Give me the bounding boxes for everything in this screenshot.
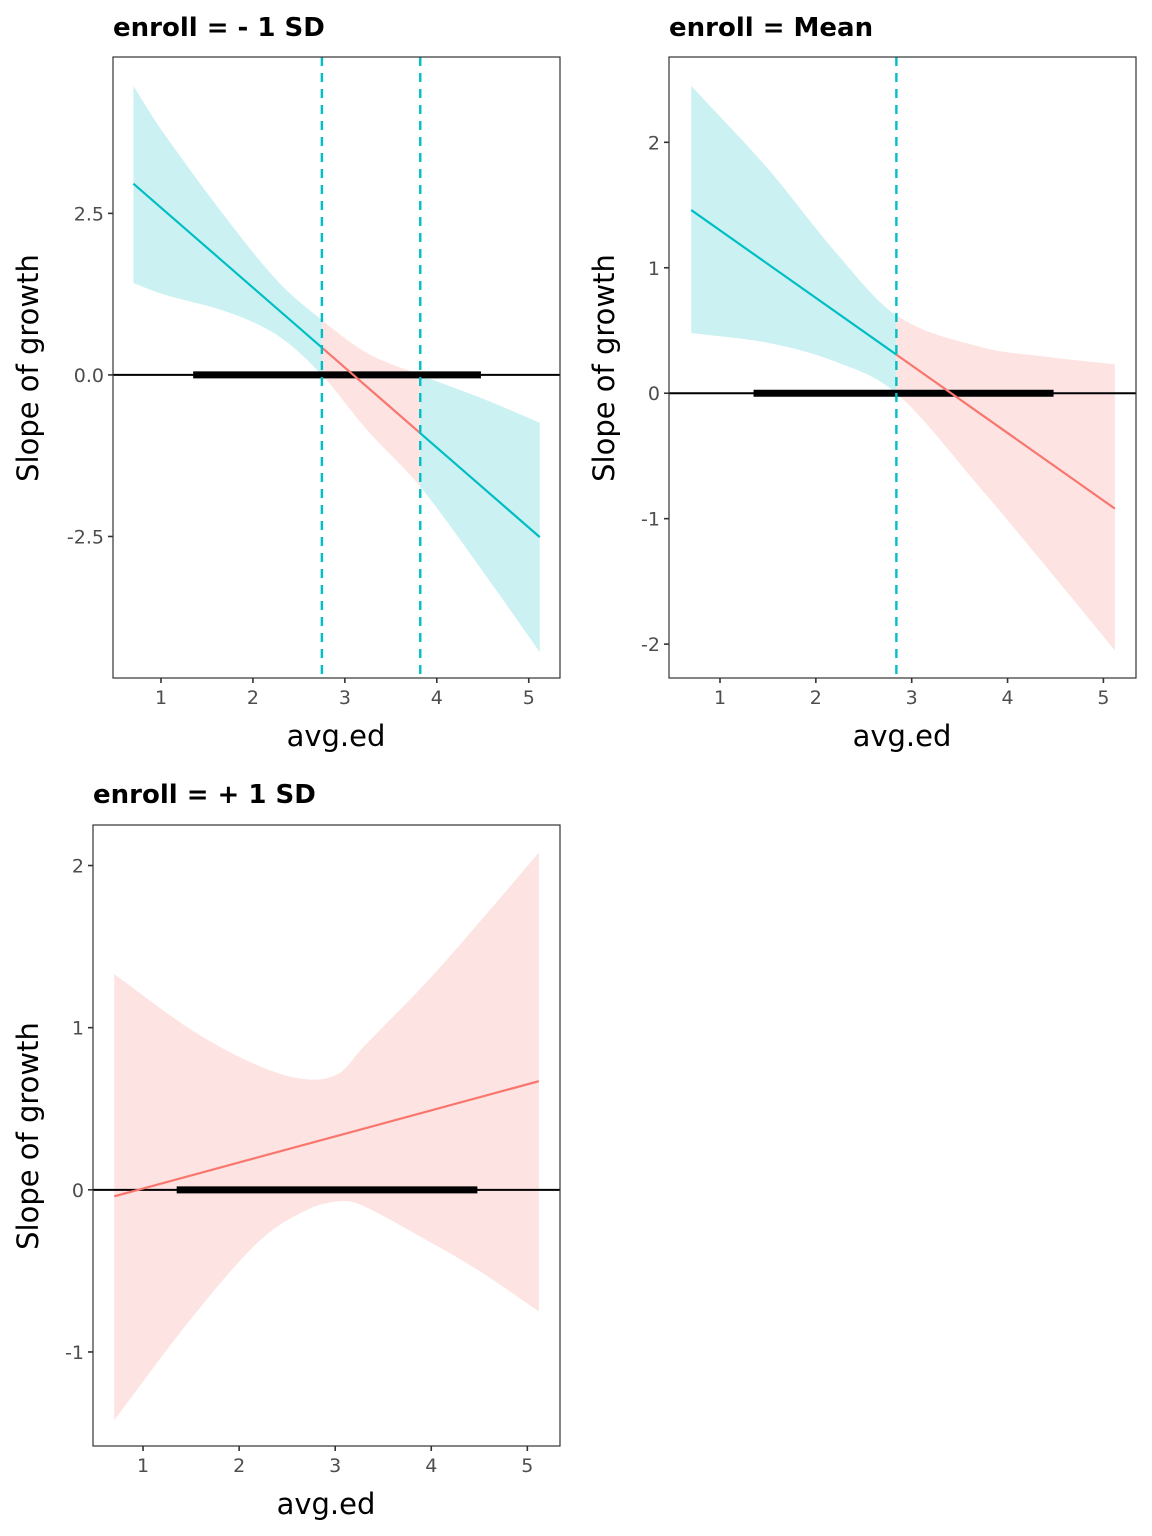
confidence-band-significant [420, 374, 540, 653]
slope-line-nonsignificant [113, 1080, 540, 1198]
confidence-band-nonsignificant [321, 320, 421, 487]
panel-enroll-plus-1sd: enroll = + 1 SD avg.ed Slope of growth 1… [11, 780, 561, 1521]
panel-enroll-mean: enroll = Mean avg.ed Slope of growth 1 2 3… [587, 13, 1137, 753]
y-axis-title: Slope of growth [587, 254, 621, 482]
x-tick-label: 5 [1097, 687, 1109, 709]
x-tick-label: 2 [233, 1455, 245, 1477]
confidence-band-nonsignificant [114, 852, 539, 1421]
x-axis-title: avg.ed [287, 719, 386, 753]
confidence-band-significant [133, 86, 322, 375]
panel-title: enroll = Mean [669, 13, 873, 43]
slope-line-nonsignificant [321, 346, 421, 434]
panel-title: enroll = + 1 SD [93, 780, 316, 810]
slope-line-significant [419, 432, 541, 538]
y-tick-label: 0 [648, 383, 660, 405]
y-tick-label: 0.0 [74, 365, 104, 387]
y-axis-title: Slope of growth [11, 1022, 45, 1250]
y-tick-label: 1 [648, 258, 660, 280]
slope-line-significant [690, 209, 897, 356]
x-tick-label: 4 [1002, 687, 1014, 709]
x-tick-label: 3 [906, 687, 918, 709]
x-tick-label: 5 [521, 1455, 533, 1477]
y-tick-label: -2 [641, 634, 660, 656]
x-tick-label: 2 [247, 687, 259, 709]
x-tick-label: 5 [523, 687, 535, 709]
x-tick-label: 1 [155, 687, 167, 709]
confidence-band-nonsignificant [896, 315, 1115, 651]
y-tick-label: -1 [65, 1342, 84, 1364]
y-tick-label: -2.5 [67, 526, 104, 548]
slope-line-nonsignificant [895, 353, 1116, 510]
panel-border [92, 824, 561, 1447]
x-tick-label: 3 [329, 1455, 341, 1477]
panel-title: enroll = - 1 SD [113, 13, 325, 43]
confidence-band-significant [691, 85, 897, 394]
y-tick-label: 2.5 [74, 203, 104, 225]
x-tick-label: 1 [137, 1455, 149, 1477]
y-tick-label: 2 [648, 132, 660, 154]
x-tick-label: 4 [431, 687, 443, 709]
x-tick-label: 2 [810, 687, 822, 709]
plot-area [93, 852, 560, 1421]
y-tick-label: 2 [72, 856, 84, 878]
panel-border [112, 56, 561, 679]
plot-area [669, 57, 1136, 678]
y-axis-title: Slope of growth [11, 254, 45, 482]
y-tick-label: 0 [72, 1180, 84, 1202]
x-axis-title: avg.ed [277, 1487, 376, 1521]
x-tick-label: 4 [425, 1455, 437, 1477]
panel-border [668, 56, 1137, 679]
plot-area [113, 57, 560, 678]
x-axis-title: avg.ed [853, 719, 952, 753]
x-tick-label: 3 [339, 687, 351, 709]
x-tick-label: 1 [714, 687, 726, 709]
y-tick-label: -1 [641, 509, 660, 531]
panel-enroll-minus-1sd: enroll = - 1 SD avg.ed Slope of growth 1… [11, 13, 561, 753]
y-tick-label: 1 [72, 1018, 84, 1040]
slope-line-significant [132, 182, 323, 349]
